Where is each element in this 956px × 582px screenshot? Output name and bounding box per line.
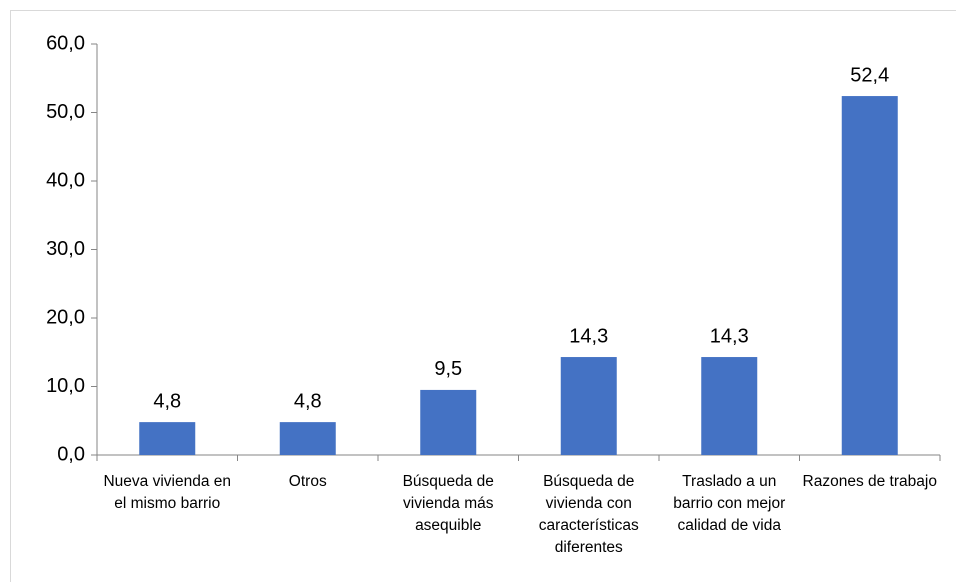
- y-tick-label: 30,0: [46, 238, 85, 260]
- x-tick-label: Traslado a un barrio con mejor calidad d…: [673, 473, 786, 534]
- y-tick-label: 10,0: [46, 375, 85, 397]
- y-tick-label: 60,0: [46, 32, 85, 54]
- bar: [701, 357, 758, 455]
- value-label: 14,3: [710, 325, 749, 347]
- bar: [841, 96, 898, 455]
- bar: [279, 422, 336, 455]
- bar: [139, 422, 196, 455]
- value-label: 52,4: [850, 64, 889, 86]
- value-label: 4,8: [294, 390, 322, 412]
- y-tick-label: 50,0: [46, 101, 85, 123]
- y-tick-label: 40,0: [46, 169, 85, 191]
- y-tick-label: 20,0: [46, 306, 85, 328]
- x-tick-label: Búsqueda de vivienda con características…: [538, 473, 639, 556]
- x-tick-label: Nueva vivienda en el mismo barrio: [103, 473, 232, 512]
- bar: [420, 389, 477, 455]
- bar: [560, 357, 617, 455]
- x-tick-label: Búsqueda de vivienda más asequible: [402, 473, 494, 534]
- y-tick-label: 0,0: [57, 443, 85, 465]
- value-label: 9,5: [434, 358, 462, 380]
- chart-frame: [10, 10, 956, 582]
- x-tick-label: Otros: [288, 473, 327, 490]
- x-tick-label: Razones de trabajo: [802, 473, 937, 490]
- value-label: 4,8: [153, 390, 181, 412]
- value-label: 14,3: [569, 325, 608, 347]
